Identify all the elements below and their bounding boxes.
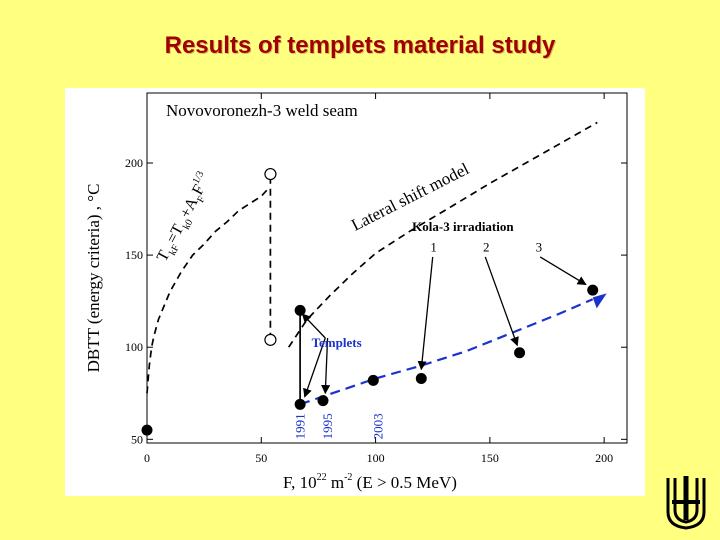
labels: TkF=Tk0+AFF1/3 Lateral shift modelKola-3 … bbox=[151, 159, 543, 439]
x-tick-label: 100 bbox=[367, 451, 385, 465]
data-point-open bbox=[264, 167, 277, 181]
data-point bbox=[141, 424, 153, 436]
arrows bbox=[301, 256, 587, 398]
y-tick-label: 50 bbox=[131, 432, 143, 446]
y-axis-label: DBTT (energy criteria) , °C bbox=[84, 184, 103, 373]
year-label: 1995 bbox=[320, 413, 335, 439]
kola-arrow-3 bbox=[539, 256, 587, 286]
curve-lateral-shift-model bbox=[287, 121, 598, 348]
data-point bbox=[587, 284, 599, 296]
templet-arrow-1 bbox=[301, 313, 326, 339]
data-point bbox=[514, 347, 526, 359]
slide-title: Results of templets material study bbox=[164, 32, 556, 59]
kola-title: Kola-3 irradiation bbox=[412, 219, 514, 234]
x-axis-label: F, 1022 m-2 (E > 0.5 MeV) bbox=[283, 472, 457, 492]
kola-label: 2 bbox=[483, 239, 490, 254]
x-tick-label: 50 bbox=[255, 451, 267, 465]
data-point bbox=[294, 398, 306, 410]
y-tick-label: 150 bbox=[125, 248, 143, 262]
points bbox=[141, 167, 599, 436]
chart-figure: 0 50 100 150 200 50 100 150 200 F, 1022 m-2 (E > … bbox=[65, 88, 645, 496]
chart-title: Novovoronezh-3 weld seam bbox=[166, 101, 358, 120]
equation-label: TkF=Tk0+AFF1/3 bbox=[151, 169, 218, 266]
kola-label: 1 bbox=[430, 239, 437, 254]
data-point bbox=[294, 304, 306, 316]
kola-arrow-1 bbox=[417, 256, 434, 371]
trend-arrowhead bbox=[592, 293, 607, 309]
x-tick-label: 200 bbox=[595, 451, 613, 465]
y-tick-label: 100 bbox=[125, 340, 143, 354]
year-label: 2003 bbox=[370, 413, 385, 439]
curves bbox=[146, 121, 607, 406]
kola-label: 3 bbox=[536, 239, 543, 254]
data-point bbox=[415, 373, 427, 385]
templets-label: Templets bbox=[312, 335, 362, 350]
y-tick-label: 200 bbox=[125, 156, 143, 170]
data-point bbox=[367, 374, 379, 386]
x-tick-label: 0 bbox=[144, 451, 150, 465]
templet-arrow-3 bbox=[321, 337, 331, 395]
kola-arrow-2 bbox=[484, 256, 519, 347]
institute-logo bbox=[664, 474, 708, 530]
plot-frame bbox=[146, 92, 628, 444]
data-point-open bbox=[264, 333, 277, 346]
curve-tkf-tk0-af-f-1-3 bbox=[146, 188, 269, 394]
x-tick-label: 150 bbox=[481, 451, 499, 465]
year-label: 1991 bbox=[293, 413, 308, 439]
curve-kola-3-irradiation-trend bbox=[299, 298, 594, 406]
templet-arrow-2 bbox=[303, 337, 326, 398]
data-point bbox=[317, 395, 329, 407]
